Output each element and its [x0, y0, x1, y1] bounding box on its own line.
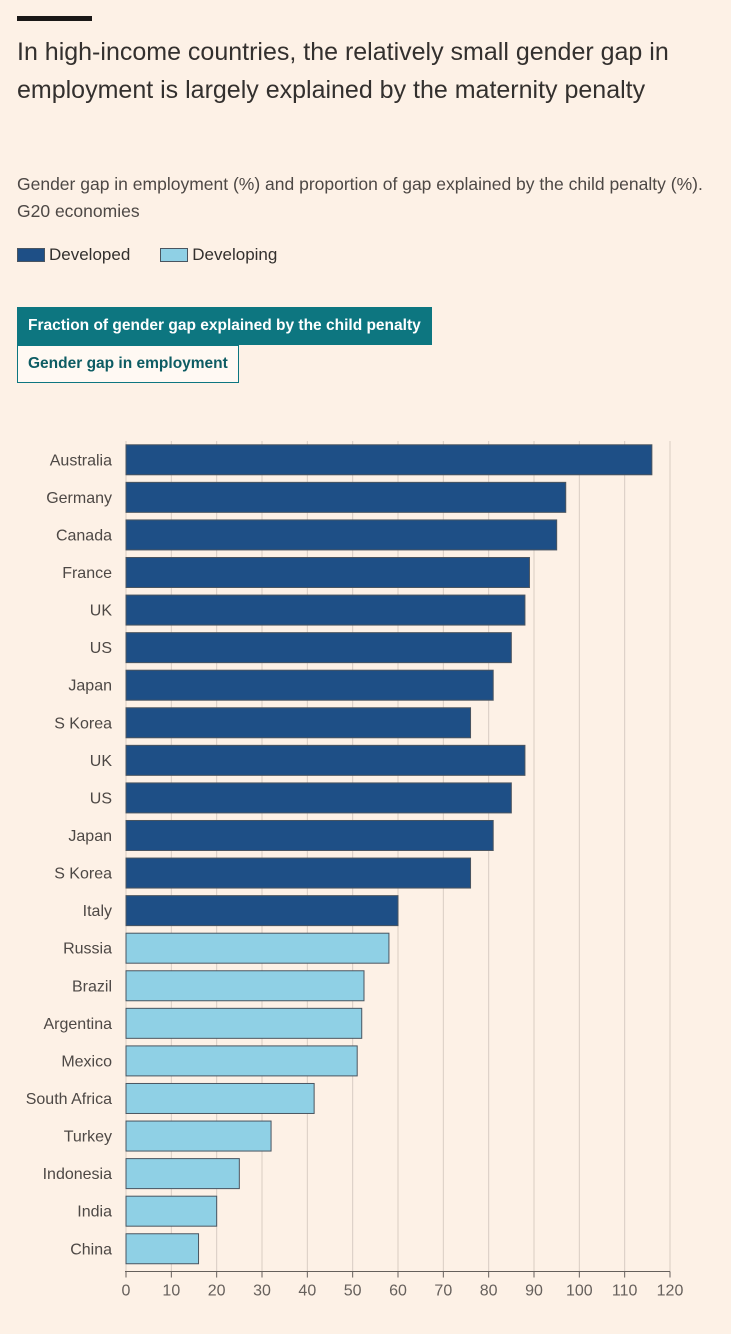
category-label: UK — [90, 603, 113, 620]
category-label: Italy — [83, 903, 112, 920]
category-label: South Africa — [26, 1091, 112, 1108]
category-label: Brazil — [72, 978, 112, 995]
bar-mexico — [125, 1045, 358, 1077]
category-label: US — [90, 640, 112, 657]
legend-item-developing: Developing — [160, 245, 277, 265]
category-label: Turkey — [64, 1129, 112, 1146]
category-label: S Korea — [54, 715, 112, 732]
bar-germany — [125, 481, 567, 513]
bar-us — [125, 782, 512, 814]
x-tick-label: 50 — [344, 1283, 362, 1300]
category-label: Germany — [46, 490, 112, 507]
category-label: China — [70, 1241, 112, 1258]
x-tick-label: 30 — [253, 1283, 271, 1300]
bar-australia — [125, 444, 653, 476]
x-tick-label: 40 — [298, 1283, 316, 1300]
bar-us — [125, 632, 512, 664]
bar-south-africa — [125, 1082, 315, 1114]
tab-child-penalty-fraction[interactable]: Fraction of gender gap explained by the … — [17, 307, 432, 345]
category-label: Indonesia — [43, 1166, 112, 1183]
bar-turkey — [125, 1120, 272, 1152]
bar-japan — [125, 819, 494, 851]
bar-japan — [125, 669, 494, 701]
legend-swatch-developed — [17, 248, 45, 262]
bar-s-korea — [125, 857, 472, 889]
bar-s-korea — [125, 707, 472, 739]
category-label: Canada — [56, 527, 112, 544]
chart-subtitle: Gender gap in employment (%) and proport… — [17, 174, 703, 221]
x-tick-label: 20 — [208, 1283, 226, 1300]
category-label: S Korea — [54, 866, 112, 883]
bar-russia — [125, 932, 390, 964]
category-label: Japan — [68, 828, 112, 845]
bar-indonesia — [125, 1158, 240, 1190]
bar-china — [125, 1233, 200, 1265]
category-label: Mexico — [61, 1053, 112, 1070]
x-tick-label: 0 — [122, 1283, 131, 1300]
bar-brazil — [125, 970, 365, 1002]
x-tick-label: 120 — [657, 1283, 684, 1300]
category-label: Russia — [63, 941, 112, 958]
x-tick-label: 70 — [434, 1283, 452, 1300]
bar-argentina — [125, 1007, 363, 1039]
x-tick-label: 60 — [389, 1283, 407, 1300]
top-rule — [17, 16, 92, 21]
x-tick-label: 90 — [525, 1283, 543, 1300]
legend: Developed Developing — [17, 243, 307, 267]
category-label: France — [62, 565, 112, 582]
x-tick-label: 80 — [480, 1283, 498, 1300]
chart-title: In high-income countries, the relatively… — [17, 38, 669, 104]
legend-label-developing: Developing — [192, 245, 278, 264]
bar-france — [125, 556, 530, 588]
legend-swatch-developing — [160, 248, 189, 262]
bar-uk — [125, 594, 526, 626]
category-label: US — [90, 790, 112, 807]
legend-item-developed: Developed — [17, 245, 130, 265]
x-tick-label: 100 — [566, 1283, 593, 1300]
bar-india — [125, 1195, 218, 1227]
tab-gender-gap[interactable]: Gender gap in employment — [17, 345, 239, 383]
category-label: UK — [90, 753, 113, 770]
x-tick-label: 110 — [612, 1283, 638, 1300]
bar-chart: Australia Germany Canada France UK US Japan S K… — [26, 441, 684, 1300]
bar-uk — [125, 744, 526, 776]
legend-label-developed: Developed — [49, 245, 131, 264]
bar-canada — [125, 519, 558, 551]
category-label: India — [77, 1204, 112, 1221]
category-label: Australia — [50, 452, 112, 469]
x-tick-label: 10 — [162, 1283, 180, 1300]
bar-italy — [125, 895, 399, 927]
category-label: Argentina — [44, 1016, 113, 1033]
category-label: Japan — [68, 678, 112, 695]
